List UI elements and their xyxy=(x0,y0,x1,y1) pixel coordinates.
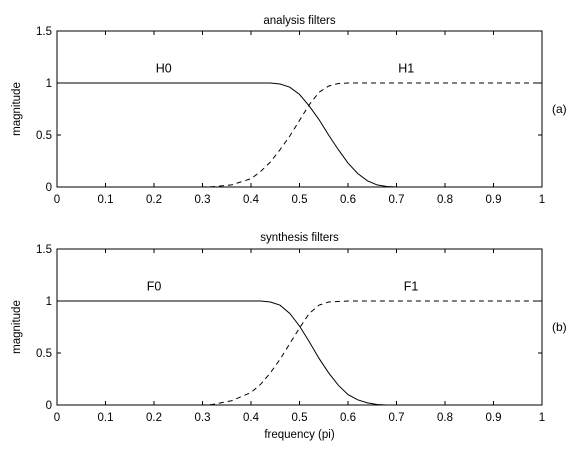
x-tick-label: 0.4 xyxy=(243,194,260,206)
y-tick-label: 1 xyxy=(46,78,52,90)
y-tick-label: 1.5 xyxy=(36,26,52,38)
y-tick-label: 1 xyxy=(46,296,52,308)
plot-frame xyxy=(56,30,543,188)
y-tick-label: 0.5 xyxy=(36,348,52,360)
x-tick-label: 0.7 xyxy=(389,412,405,424)
series-label-h1: H1 xyxy=(398,62,414,76)
y-tick-label: 0 xyxy=(46,182,52,194)
series-line-h1 xyxy=(57,82,542,188)
y-tick-label: 1.5 xyxy=(36,244,52,256)
x-axis-title: frequency (pi) xyxy=(264,429,334,441)
x-tick-label: 0.9 xyxy=(486,412,502,424)
series-line-f0 xyxy=(57,300,542,406)
panel-label: (a) xyxy=(552,102,567,116)
chart-title: analysis filters xyxy=(263,15,335,27)
y-tick-label: 0 xyxy=(46,400,52,412)
panel-2: synthesis filters 0 0.1 0.2 0.3 0.4 0.5 0.6 0.7 0… xyxy=(11,232,567,441)
x-tick-label: 0.5 xyxy=(292,412,308,424)
x-tick-label: 0.1 xyxy=(98,412,114,424)
x-tick-label: 0.3 xyxy=(195,194,211,206)
x-tick-label: 0.6 xyxy=(340,412,356,424)
y-axis-title: magnitude xyxy=(11,300,23,354)
x-tick-label: 0.1 xyxy=(98,194,114,206)
x-tick-label: 0.6 xyxy=(340,194,356,206)
y-axis-title: magnitude xyxy=(11,82,23,136)
panel-label: (b) xyxy=(552,320,567,334)
y-tick-label: 0.5 xyxy=(36,130,52,142)
x-tick-label: 0.9 xyxy=(486,194,502,206)
x-tick-label: 1 xyxy=(539,412,545,424)
x-tick-label: 0.8 xyxy=(437,194,453,206)
series-line-h0 xyxy=(57,82,542,188)
series-label-f1: F1 xyxy=(404,280,419,294)
chart-title: synthesis filters xyxy=(260,232,339,244)
x-tick-label: 0.3 xyxy=(195,412,211,424)
x-tick-label: 0.2 xyxy=(146,412,162,424)
x-tick-label: 0.2 xyxy=(146,194,162,206)
x-tick-label: 0.7 xyxy=(389,194,405,206)
x-tick-label: 0 xyxy=(54,412,60,424)
x-tick-label: 0.8 xyxy=(437,412,453,424)
x-tick-label: 0 xyxy=(54,194,60,206)
x-tick-label: 0.4 xyxy=(243,412,260,424)
x-tick-label: 1 xyxy=(539,194,545,206)
series-line-f1 xyxy=(57,300,542,406)
panel-1: analysis filters 0 0.1 0.2 0.3 0.4 0.5 0.6 0.7 0.… xyxy=(11,15,567,206)
plot-frame xyxy=(56,248,543,406)
series-label-f0: F0 xyxy=(147,280,162,294)
series-label-h0: H0 xyxy=(156,62,172,76)
x-tick-label: 0.5 xyxy=(292,194,308,206)
